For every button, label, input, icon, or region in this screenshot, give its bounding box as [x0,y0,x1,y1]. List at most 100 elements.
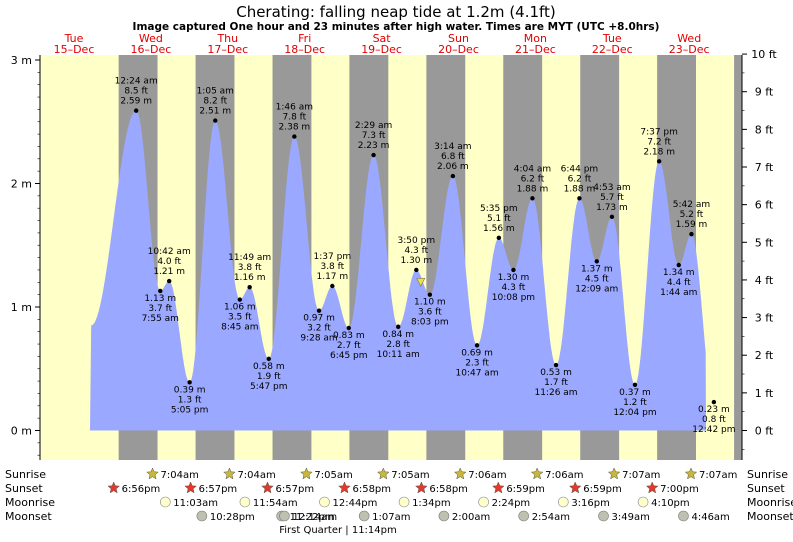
tide-extreme-label: 4:53 am [593,183,630,193]
tide-extreme-label: 11:26 am [534,388,577,398]
day-of-week-label: Wed [677,32,701,45]
tide-extreme-label: 5.1 ft [487,214,511,224]
low-tide-point [396,324,401,329]
tide-extreme-label: 4.3 ft [404,246,428,256]
tide-extreme-label: 1.56 m [483,224,515,234]
left-tick-label: 1 m [11,301,32,314]
current-tide-marker [416,278,426,287]
tide-extreme-label: 1.06 m [224,303,256,313]
tide-extreme-label: 5.2 ft [680,210,704,220]
low-tide-point [553,362,559,368]
tide-extreme-label: 8.2 ft [203,97,227,107]
right-tick-label: 5 ft [755,236,774,249]
tide-extreme-label: 2.59 m [120,97,152,107]
sunset-time: 7:00pm [660,484,699,495]
moonrise-icon [398,496,410,508]
sunset-icon [107,481,121,494]
date-label: 17–Dec [207,43,248,56]
tide-extreme-label: 8.5 ft [124,87,148,97]
sunset-icon [491,481,505,494]
low-tide-point [676,262,681,268]
high-tide-point [371,152,376,158]
high-tide-point [530,196,535,201]
day-of-week-label: Sat [373,32,392,45]
tide-extreme-label: 2.38 m [279,123,311,133]
moonrise-time: 11:03am [173,498,218,509]
moonset-time: 2:54am [532,512,570,523]
right-tick-label: 0 ft [755,425,774,438]
tide-extreme-label: 1.88 m [564,184,596,194]
tide-extreme-label: 5:47 pm [250,382,288,392]
tide-extreme-label: 1.17 m [316,272,348,282]
moonset-icon [598,510,609,522]
tide-extreme-label: 10:08 pm [492,293,535,303]
date-label: 18–Dec [284,43,325,56]
left-tick-label: 0 m [11,425,32,438]
sunrise-icon [530,467,544,480]
right-tick-label: 10 ft [751,48,777,61]
sunset-icon [261,481,274,494]
tide-extreme-label: 12:24 am [115,77,158,87]
low-tide-point [511,267,516,273]
tide-extreme-label: 1.73 m [596,203,628,213]
tide-extreme-label: 7.3 ft [362,131,386,141]
tide-extreme-label: 6:44 pm [561,164,599,174]
low-tide-point [594,259,599,264]
moonrise-icon [478,496,489,508]
low-tide-point [711,399,717,405]
almanac-row-label-left: Moonset [5,510,52,523]
date-label: 16–Dec [131,43,172,56]
right-tick-label: 9 ft [755,86,774,99]
tide-extreme-label: 9:28 am [300,334,337,344]
tide-extreme-label: 1:46 am [276,103,313,113]
tide-extreme-label: 1.34 m [663,268,695,278]
sunrise-icon [376,467,390,480]
tide-extreme-label: 3.5 ft [228,313,252,323]
tide-extreme-label: 4.5 ft [585,274,609,284]
moonrise-icon [637,496,649,508]
tide-extreme-label: 4.3 ft [502,283,526,293]
sunrise-icon [300,467,313,480]
tide-area [90,110,706,431]
sunset-time: 6:57pm [199,484,238,495]
sunrise-time: 7:04am [161,470,199,481]
low-tide-point [632,382,638,388]
tide-extreme-label: 8:03 pm [411,318,449,328]
sunset-time: 6:56pm [122,484,161,495]
high-tide-point [166,278,172,284]
sunrise-time: 7:07am [699,470,737,481]
sunset-icon [184,481,197,494]
tide-extreme-label: 7:37 pm [640,127,678,137]
tide-extreme-label: 2.06 m [437,162,469,172]
moonrise-time: 1:34pm [412,498,451,509]
almanac-row-label-left: Moonrise [5,496,55,509]
moonset-time: 11:22pm [290,512,335,523]
tide-extreme-label: 3:50 pm [398,236,436,246]
tide-extreme-label: 1:37 pm [314,252,352,262]
sunset-time: 6:59pm [583,484,622,495]
moonset-icon [518,510,529,522]
tide-extreme-label: 1.30 m [498,273,530,283]
sunrise-icon [146,467,159,480]
date-label: 21–Dec [515,43,556,56]
tide-extreme-label: 1:05 am [197,87,234,97]
tide-extreme-label: 0.39 m [174,385,206,395]
sunrise-time: 7:06am [545,470,583,481]
left-tick-label: 2 m [11,178,32,191]
tide-extreme-label: 0.53 m [540,368,572,378]
low-tide-point [266,356,271,362]
high-tide-point [247,285,252,290]
low-tide-point [316,308,322,313]
chart-subtitle: Image captured One hour and 23 minutes a… [133,21,660,33]
tide-extreme-label: 10:11 am [377,350,420,360]
tide-extreme-label: 0.84 m [382,330,414,340]
moonrise-icon [558,496,569,508]
moonset-time: 4:46am [691,512,729,523]
moonset-icon [438,510,450,522]
tide-extreme-label: 2.3 ft [465,358,489,368]
day-of-week-label: Fri [298,32,311,45]
night-band [734,55,742,460]
tide-extreme-label: 8:45 am [221,323,258,333]
day-of-week-label: Wed [139,32,163,45]
right-tick-label: 3 ft [755,312,774,325]
